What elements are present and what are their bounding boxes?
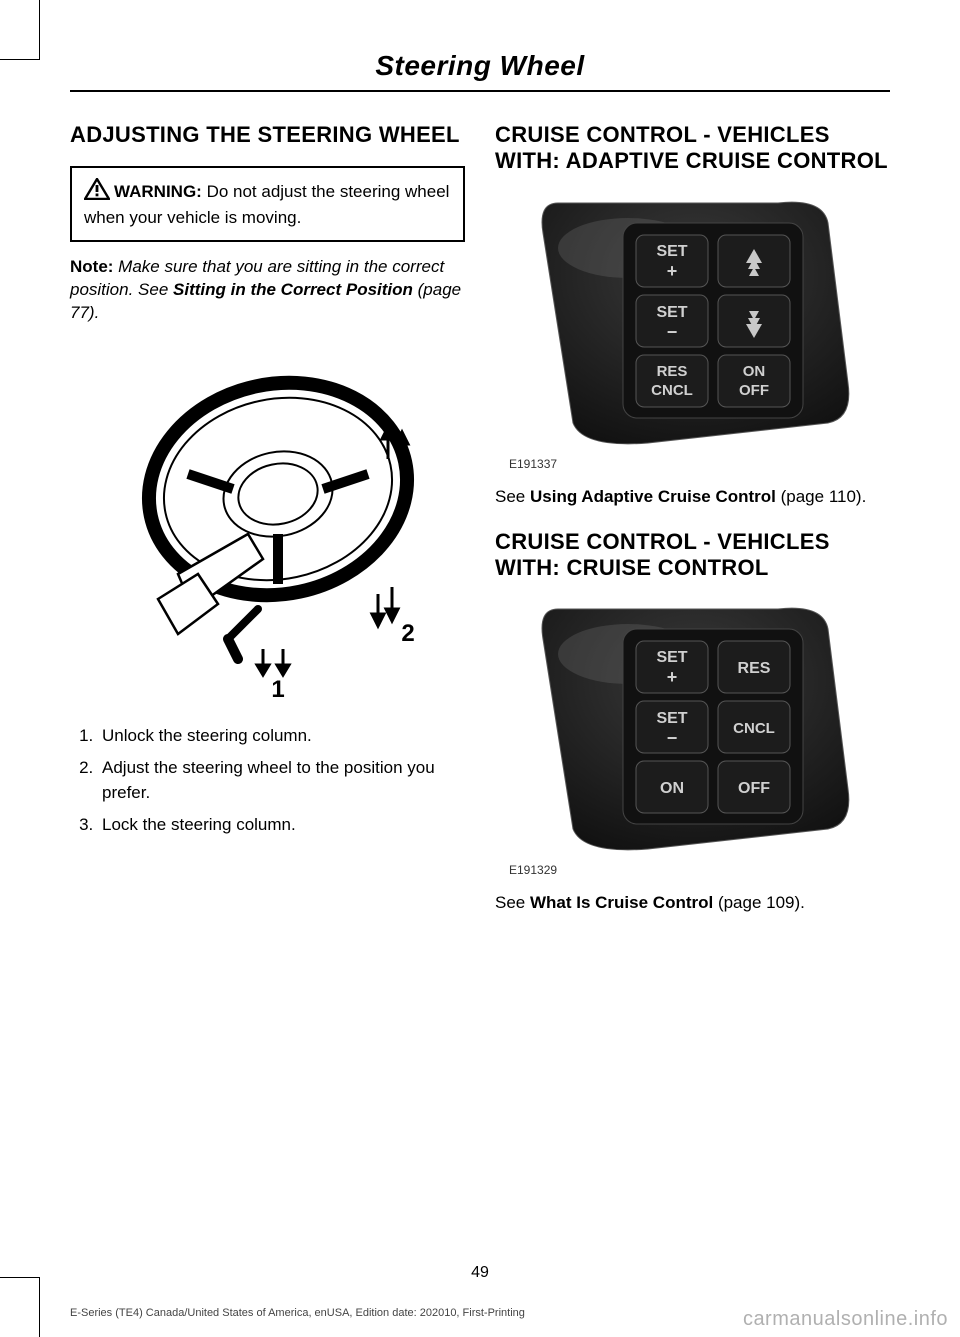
acc-reference: See Using Adaptive Cruise Control (page … <box>495 485 890 509</box>
section-heading-acc: CRUISE CONTROL - VEHICLES WITH: ADAPTIVE… <box>495 122 890 175</box>
ref-pre: See <box>495 487 530 506</box>
btn-off-label: OFF <box>738 780 770 797</box>
cc-buttons-figure: SET + RES SET − CNCL ON <box>495 599 890 877</box>
warning-label: WARNING: <box>114 182 202 201</box>
ref-post: (page 110). <box>776 487 866 506</box>
chapter-title: Steering Wheel <box>70 50 890 92</box>
btn-on-label: ON <box>742 363 765 380</box>
btn-on-label: ON <box>660 780 684 797</box>
btn-res-label: RES <box>656 363 687 380</box>
callout-1: 1 <box>271 676 284 703</box>
right-column: CRUISE CONTROL - VEHICLES WITH: ADAPTIVE… <box>495 122 890 935</box>
step-item: Lock the steering column. <box>98 812 465 838</box>
step-item: Adjust the steering wheel to the positio… <box>98 755 465 806</box>
content-columns: ADJUSTING THE STEERING WHEEL WARNING: Do… <box>70 122 890 935</box>
btn-set-plus-sign: + <box>666 261 677 281</box>
ref-bold: Using Adaptive Cruise Control <box>530 487 776 506</box>
btn-cncl-label: CNCL <box>733 720 775 737</box>
page: Steering Wheel ADJUSTING THE STEERING WH… <box>0 0 960 1337</box>
btn-set-minus-sign: − <box>666 728 677 748</box>
cc-reference: See What Is Cruise Control (page 109). <box>495 891 890 915</box>
note-block: Note: Make sure that you are sitting in … <box>70 256 465 325</box>
warning-box: WARNING: Do not adjust the steering whee… <box>70 166 465 242</box>
steering-wheel-figure: 1 2 <box>70 339 465 709</box>
warning-icon <box>84 178 110 207</box>
note-xref: Sitting in the Correct Position <box>173 280 413 299</box>
section-heading-cc: CRUISE CONTROL - VEHICLES WITH: CRUISE C… <box>495 529 890 582</box>
figure-id: E191337 <box>509 457 890 471</box>
btn-cncl-label: CNCL <box>651 382 693 399</box>
btn-set-plus-sign: + <box>666 667 677 687</box>
note-label: Note: <box>70 257 113 276</box>
callout-2: 2 <box>401 620 414 647</box>
btn-set-plus-label: SET <box>656 243 687 260</box>
btn-set-minus-sign: − <box>666 322 677 342</box>
acc-buttons-figure: SET + SET − <box>495 193 890 471</box>
ref-pre: See <box>495 893 530 912</box>
btn-res-label: RES <box>737 660 770 677</box>
section-heading-adjusting: ADJUSTING THE STEERING WHEEL <box>70 122 465 148</box>
btn-set-minus-label: SET <box>656 304 687 321</box>
btn-set-plus-label: SET <box>656 649 687 666</box>
btn-set-minus-label: SET <box>656 710 687 727</box>
edition-line: E-Series (TE4) Canada/United States of A… <box>70 1307 525 1319</box>
step-item: Unlock the steering column. <box>98 723 465 749</box>
btn-off-label: OFF <box>739 382 769 399</box>
figure-id: E191329 <box>509 863 890 877</box>
ref-bold: What Is Cruise Control <box>530 893 713 912</box>
watermark: carmanualsonline.info <box>743 1308 948 1331</box>
page-number: 49 <box>0 1264 960 1282</box>
left-column: ADJUSTING THE STEERING WHEEL WARNING: Do… <box>70 122 465 935</box>
ref-post: (page 109). <box>713 893 805 912</box>
steps-list: Unlock the steering column. Adjust the s… <box>70 723 465 837</box>
